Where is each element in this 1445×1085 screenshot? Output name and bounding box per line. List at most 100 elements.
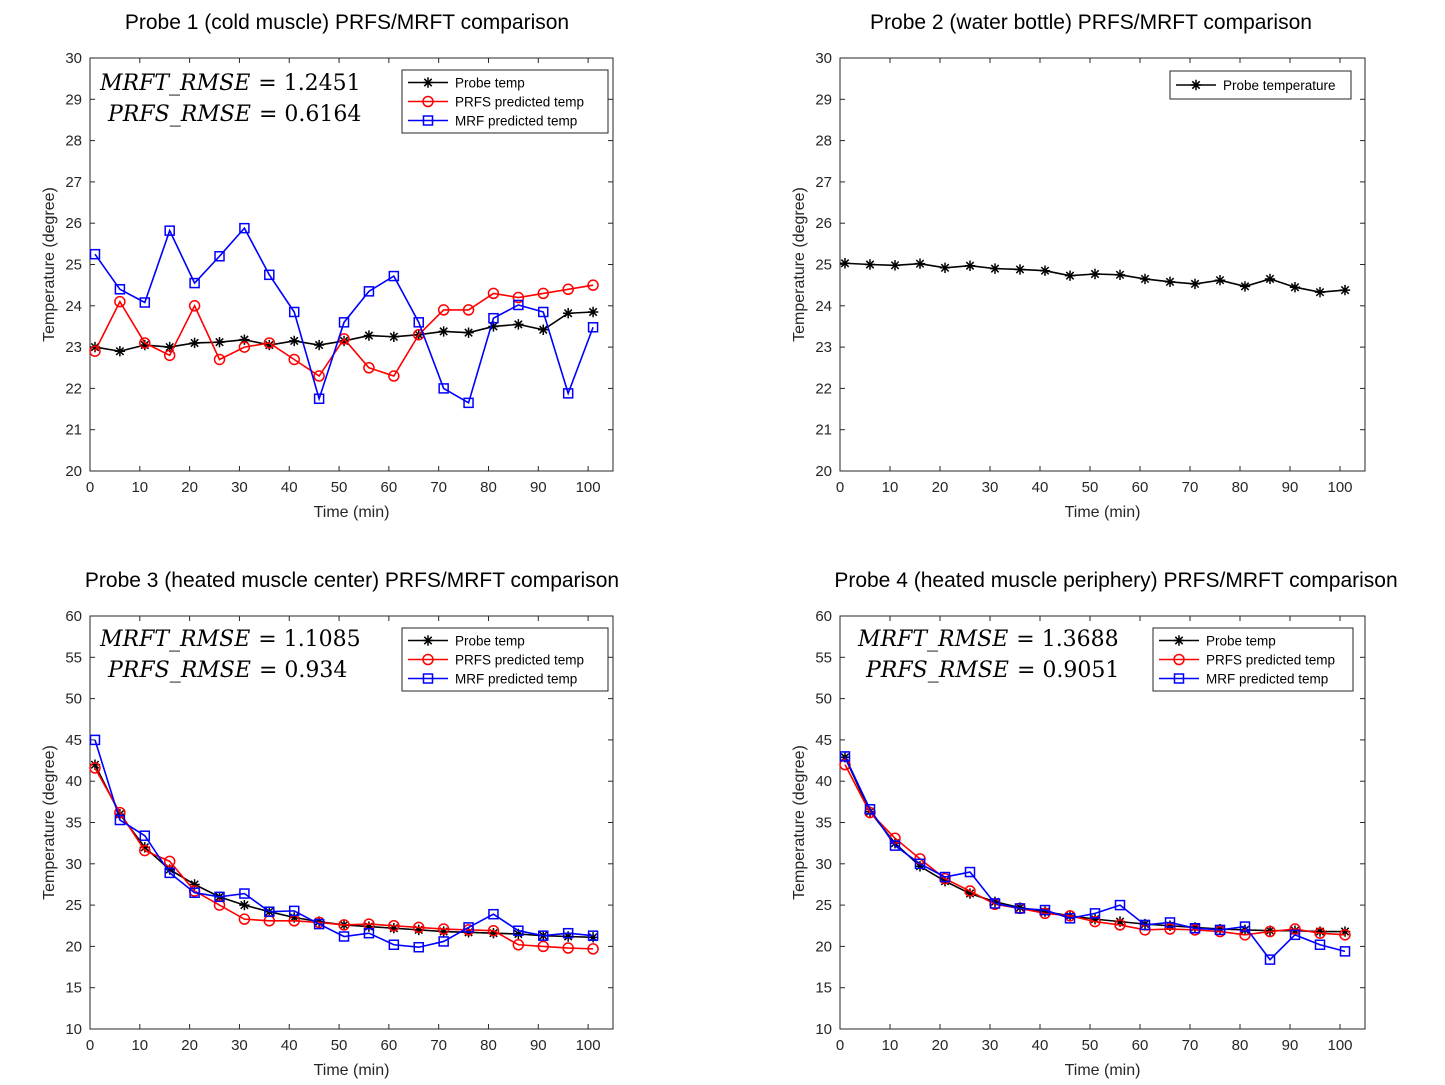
- data-point-star-marker: [264, 339, 275, 351]
- x-tick-label: 30: [231, 479, 248, 496]
- y-tick-label: 23: [815, 339, 832, 356]
- x-tick-label: 30: [982, 1037, 999, 1054]
- data-point-circle-marker: [213, 353, 226, 366]
- y-tick-label: 26: [65, 215, 82, 232]
- series-line: [94, 767, 594, 950]
- series-probe-temperature: [839, 258, 1351, 298]
- x-axis-label: Time (min): [314, 1062, 390, 1079]
- data-point-star-marker: [289, 912, 300, 923]
- data-point-circle-marker: [412, 921, 425, 934]
- rmse-text: MRFT_RMSE = 1.3688: [857, 627, 1119, 652]
- data-point-star-marker: [1014, 902, 1026, 913]
- data-point-square-marker: [939, 871, 951, 883]
- data-point-square-marker: [1164, 917, 1176, 928]
- data-point-star-marker: [1064, 270, 1076, 281]
- data-point-star-marker: [1189, 922, 1201, 933]
- rmse-value: = 1.3688: [1016, 627, 1118, 652]
- x-tick-label: 90: [1282, 479, 1299, 496]
- series-line: [94, 226, 594, 405]
- x-tick-label: 10: [882, 479, 899, 496]
- data-point-square-marker: [313, 918, 325, 930]
- y-tick-label: 20: [815, 938, 832, 955]
- data-point-square-marker: [513, 925, 524, 936]
- data-point-star-marker: [239, 334, 250, 345]
- data-point-square-marker: [438, 936, 449, 947]
- x-tick-label: 40: [281, 1037, 298, 1054]
- data-point-star-marker: [388, 331, 400, 342]
- data-point-square-marker: [189, 277, 200, 289]
- data-point-circle-marker: [537, 287, 550, 300]
- data-point-circle-marker: [537, 940, 550, 953]
- rmse-annotation: MRFT_RMSE = 1.2451 PRFS_RMSE = 0.6164: [99, 71, 361, 127]
- y-tick-label: 21: [815, 422, 832, 439]
- data-point-square-marker: [214, 891, 225, 903]
- data-point-circle-marker: [114, 295, 126, 308]
- data-point-star-marker: [964, 260, 976, 271]
- x-tick-label: 70: [430, 1037, 447, 1054]
- data-point-circle-marker: [363, 362, 375, 374]
- data-point-star-marker: [89, 341, 101, 353]
- x-tick-label: 70: [1182, 479, 1199, 496]
- data-point-star-marker: [363, 921, 375, 932]
- data-point-square-marker: [587, 930, 599, 941]
- data-point-square-marker: [164, 225, 175, 236]
- x-tick-label: 100: [576, 479, 601, 496]
- x-tick-label: 30: [982, 479, 999, 496]
- rmse-value: = 0.934: [259, 658, 347, 683]
- data-point-star-marker: [139, 339, 150, 351]
- data-point-square-marker: [239, 888, 250, 899]
- x-tick-label: 50: [331, 1037, 348, 1054]
- legend-swatch-star-marker: [422, 77, 434, 88]
- x-tick-label: 0: [836, 479, 844, 496]
- data-point-square-marker: [313, 393, 325, 404]
- data-point-star-marker: [964, 888, 976, 899]
- y-tick-label: 20: [65, 938, 82, 955]
- data-point-star-marker: [1264, 273, 1276, 285]
- data-point-circle-marker: [139, 844, 151, 857]
- y-tick-label: 25: [815, 257, 832, 274]
- data-point-circle-marker: [839, 758, 851, 771]
- y-tick-label: 15: [815, 980, 832, 997]
- y-tick-label: 40: [815, 773, 832, 790]
- data-point-circle-marker: [1239, 929, 1251, 941]
- y-tick-label: 22: [65, 380, 82, 397]
- rmse-value: = 0.6164: [259, 102, 361, 127]
- y-tick-label: 28: [815, 133, 832, 150]
- data-point-square-marker: [587, 322, 599, 333]
- data-point-circle-marker: [313, 370, 325, 382]
- data-point-star-marker: [1164, 276, 1176, 288]
- x-tick-label: 70: [430, 479, 447, 496]
- rmse-label: MRFT_RMSE: [99, 627, 250, 652]
- data-point-square-marker: [89, 248, 101, 260]
- data-point-circle-marker: [1264, 925, 1276, 938]
- data-point-square-marker: [114, 284, 126, 295]
- data-point-square-marker: [413, 941, 424, 953]
- x-tick-label: 10: [882, 1037, 899, 1054]
- legend-label: PRFS predicted temp: [455, 653, 584, 668]
- data-point-circle-marker: [1314, 927, 1326, 939]
- data-point-star-marker: [1114, 916, 1126, 927]
- data-point-square-marker: [864, 804, 876, 815]
- data-point-star-marker: [1089, 913, 1101, 925]
- y-tick-label: 26: [815, 215, 832, 232]
- rmse-label: PRFS_RMSE: [865, 658, 1009, 683]
- data-point-star-marker: [488, 927, 499, 939]
- data-point-circle-marker: [512, 938, 525, 951]
- data-point-star-marker: [1114, 269, 1126, 281]
- data-point-star-marker: [1039, 906, 1051, 917]
- data-point-star-marker: [1314, 926, 1326, 937]
- data-point-star-marker: [889, 260, 901, 271]
- data-point-square-marker: [239, 222, 250, 234]
- legend-swatch-star-marker: [1173, 635, 1185, 646]
- legend-box: [401, 69, 609, 134]
- x-tick-label: 40: [1032, 1037, 1049, 1054]
- y-tick-label: 30: [815, 50, 832, 67]
- x-tick-label: 60: [1132, 1037, 1149, 1054]
- series-line: [94, 284, 594, 378]
- y-tick-label: 24: [815, 298, 832, 315]
- x-tick-label: 40: [1032, 479, 1049, 496]
- data-point-square-marker: [388, 939, 400, 950]
- data-point-square-marker: [538, 930, 549, 941]
- x-tick-label: 100: [1327, 479, 1352, 496]
- data-point-circle-marker: [139, 337, 151, 349]
